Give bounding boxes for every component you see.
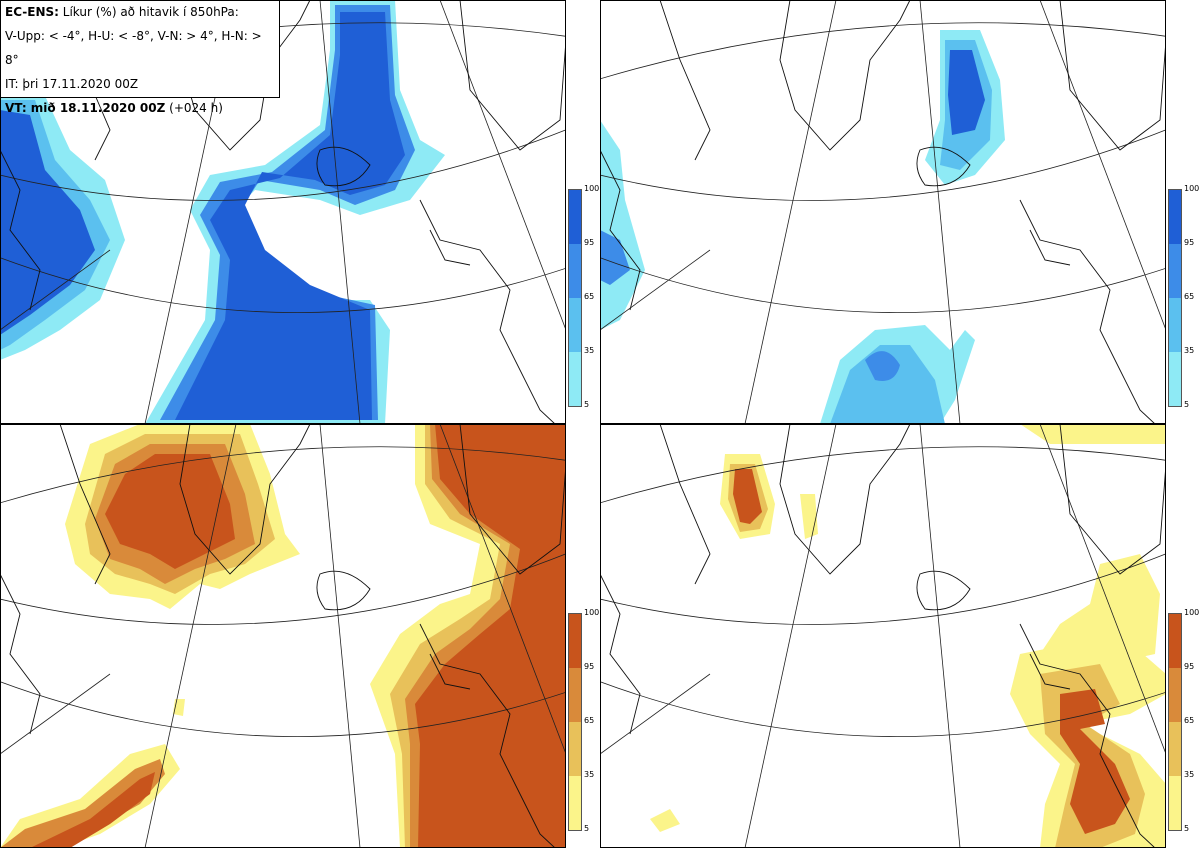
product-description: Líkur (%) að hitavik í 850hPa: [62,5,239,19]
colorbar-segment [569,776,581,830]
map-panel-cold-moderate: EC-ENS: Líkur (%) að hitavik í 850hPa: V… [0,0,566,424]
colorbar-tick-label: 5 [584,824,590,833]
product-name: EC-ENS: [5,5,59,19]
colorbar-segment [569,190,581,244]
colorbar-tick-label: 100 [1184,608,1200,617]
map-panel-cold-strong [600,0,1166,424]
colorbar-segment [569,722,581,776]
colorbar-segment [569,298,581,352]
colorbar-tick-label: 5 [584,400,590,409]
initial-time: IT: þri 17.11.2020 00Z [5,77,139,91]
colorbar-segment [1169,668,1181,722]
colorbar-tick-label: 65 [584,716,595,725]
valid-time: VT: mið 18.11.2020 00Z [5,101,166,115]
colorbar-tick-label: 100 [584,608,600,617]
colorbar-tick-label: 100 [584,184,600,193]
map-panel-warm-strong [600,424,1166,848]
colorbar-segment [1169,298,1181,352]
colorbar-segment [1169,244,1181,298]
colorbar-cold-moderate [568,189,582,407]
colorbar-warm-moderate [568,613,582,831]
colorbar-tick-label: 95 [584,238,595,247]
lead-time: (+024 h) [169,101,223,115]
colorbar-tick-label: 5 [1184,824,1190,833]
colorbar-tick-label: 35 [584,346,595,355]
probability-map-warm-moderate [0,424,566,848]
colorbar-segment [569,668,581,722]
colorbar-tick-label: 100 [1184,184,1200,193]
colorbar-segment [1169,722,1181,776]
threshold-legend: V-Upp: < -4°, H-U: < -8°, V-N: > 4°, H-N… [5,29,262,67]
colorbar-segment [569,244,581,298]
colorbar-tick-label: 95 [1184,238,1195,247]
probability-map-warm-strong [600,424,1166,848]
colorbar-segment [569,352,581,406]
colorbar-tick-label: 5 [1184,400,1190,409]
colorbar-segment [1169,190,1181,244]
colorbar-warm-strong [1168,613,1182,831]
colorbar-segment [1169,776,1181,830]
colorbar-cold-strong [1168,189,1182,407]
colorbar-segment [569,614,581,668]
colorbar-tick-label: 95 [1184,662,1195,671]
colorbar-tick-label: 65 [1184,716,1195,725]
colorbar-tick-label: 35 [1184,770,1195,779]
forecast-info-box: EC-ENS: Líkur (%) að hitavik í 850hPa: V… [0,0,280,115]
colorbar-segment [1169,614,1181,668]
colorbar-tick-label: 65 [1184,292,1195,301]
colorbar-tick-label: 35 [1184,346,1195,355]
colorbar-tick-label: 65 [584,292,595,301]
colorbar-segment [1169,352,1181,406]
map-panel-warm-moderate [0,424,566,848]
colorbar-tick-label: 95 [584,662,595,671]
probability-map-cold-strong [600,0,1166,424]
colorbar-tick-label: 35 [584,770,595,779]
